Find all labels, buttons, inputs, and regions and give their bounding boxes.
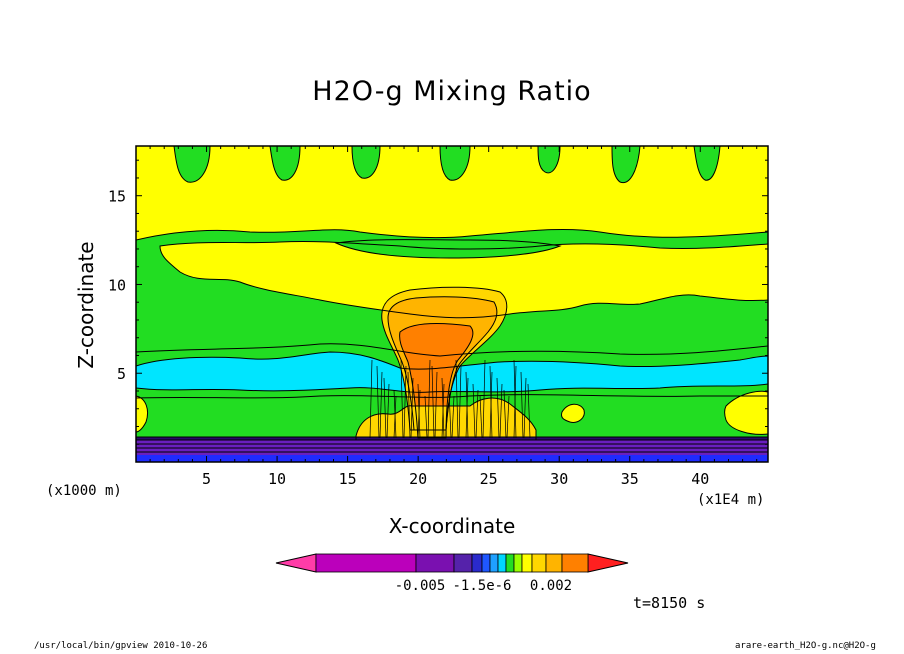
lower-yellow-blob-left (136, 396, 148, 432)
y-tick-label: 10 (108, 276, 126, 294)
colorbar-label: 0.002 (530, 578, 572, 594)
convective-streak (482, 359, 486, 439)
colorbar-segment (531, 553, 547, 573)
x-tick-label: 5 (202, 470, 211, 488)
y-tick-label: 15 (108, 188, 126, 206)
convective-streak (383, 377, 387, 439)
convective-streak (403, 365, 407, 439)
x-tick-label: 40 (691, 470, 709, 488)
contour-line (136, 436, 768, 441)
colorbar-segment (513, 553, 523, 573)
convective-streak (386, 383, 390, 439)
x-axis-ticks: 5 10 15 20 25 30 35 40 (149, 146, 758, 488)
contour-line (136, 394, 768, 399)
surface-dark-band (136, 437, 768, 440)
convective-streak (417, 389, 421, 439)
contour-line (136, 395, 149, 433)
colorbar-segment (315, 553, 417, 573)
convective-streak (448, 389, 452, 439)
colorbar-high-triangle (587, 553, 629, 573)
convective-streak (513, 365, 517, 439)
x-multiplier-label: (x1E4 m) (697, 492, 765, 508)
convective-streak (431, 365, 435, 439)
colorbar-segment (471, 553, 483, 573)
x-tick-label: 10 (268, 470, 286, 488)
convective-streak (489, 371, 493, 439)
colorbar-label: -0.005 (395, 578, 446, 594)
convective-streak (407, 371, 411, 439)
contour-line (334, 239, 562, 259)
x-axis-label: X-coordinate (388, 514, 516, 538)
contour-field (136, 146, 768, 462)
colorbar-low-triangle (275, 553, 317, 573)
convective-streak (503, 389, 507, 439)
convective-streak (441, 383, 445, 439)
convective-streak (475, 389, 479, 439)
colorbar-segment (415, 553, 455, 573)
lower-yellow-blob-right (724, 391, 768, 435)
contour-line (381, 286, 508, 431)
x-tick-label: 35 (621, 470, 639, 488)
convective-streak (410, 377, 414, 439)
contour-line (561, 403, 585, 423)
convective-streak (472, 383, 476, 439)
convective-streak (458, 365, 462, 439)
convective-streak (369, 359, 373, 439)
convective-streak (427, 359, 431, 439)
upper-yellow-region (136, 146, 768, 240)
convective-streak (479, 395, 483, 439)
convective-streak (379, 371, 383, 439)
contour-line (136, 146, 768, 241)
convective-streak (520, 371, 524, 439)
colorbar-segment (521, 553, 533, 573)
convective-streak (496, 377, 500, 439)
plot-frame (135, 145, 769, 463)
convective-streak (455, 359, 459, 439)
contour-line (136, 351, 768, 393)
x-tick-label: 20 (409, 470, 427, 488)
convective-streak (499, 383, 503, 439)
convective-streak (424, 395, 428, 439)
colorbar-segment (561, 553, 589, 573)
convective-streak (527, 383, 531, 439)
convective-streak (523, 377, 527, 439)
contour-line (136, 343, 768, 357)
contour-line (724, 390, 768, 435)
colorbar-segment (481, 553, 491, 573)
convective-streak (465, 377, 469, 439)
x-unit-label: (x1000 m) (46, 483, 122, 499)
contour-line (159, 240, 768, 319)
surface-blue-layer (136, 455, 768, 462)
contour-line (399, 323, 474, 439)
convective-streak (506, 395, 510, 439)
y-tick-label: 5 (117, 365, 126, 383)
convective-streak (400, 359, 404, 439)
chart-title: H2O-g Mixing Ratio (312, 76, 592, 107)
colorbar-segment (489, 553, 499, 573)
mid-yellow-region (160, 241, 768, 318)
x-tick-label: 25 (480, 470, 498, 488)
convective-streak (434, 371, 438, 439)
contour-lines (136, 146, 768, 453)
convective-streak (376, 365, 380, 439)
colorbar-segment (497, 553, 507, 573)
convective-streak (451, 395, 455, 439)
time-label: t=8150 s (633, 594, 706, 612)
colorbar-segment (505, 553, 515, 573)
colorbar-segment (545, 553, 563, 573)
y-axis-ticks: 5 10 15 (108, 159, 768, 445)
colorbar-segment (453, 553, 473, 573)
colorbar-label: -1.5e-6 (452, 578, 511, 594)
colorbar: -0.005 -1.5e-6 0.002 (275, 553, 629, 594)
x-tick-label: 30 (550, 470, 568, 488)
footer-source: arare-earth_H2O-g.nc@H2O-g (735, 641, 876, 651)
lower-yellow-blob-mid (561, 404, 585, 423)
x-tick-label: 15 (339, 470, 357, 488)
footer-command: /usr/local/bin/gpview 2010-10-26 (34, 641, 208, 651)
convective-streak (393, 395, 397, 439)
